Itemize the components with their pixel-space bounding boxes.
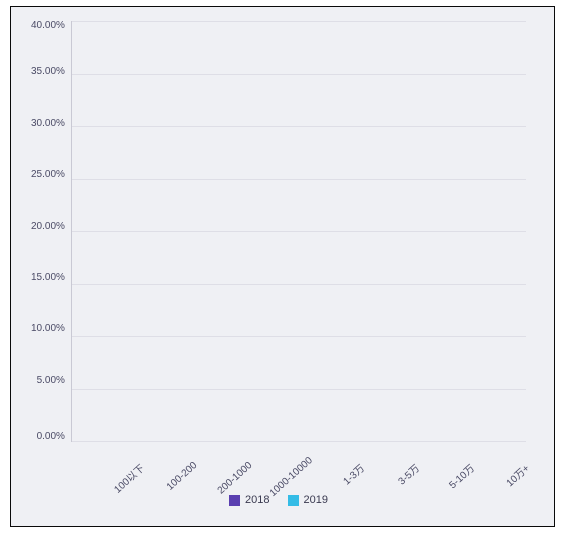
y-tick-label: 30.00% bbox=[31, 119, 65, 129]
y-tick-label: 5.00% bbox=[37, 376, 65, 386]
x-tick-label: 100-200 bbox=[158, 460, 219, 521]
plot-area-wrapper: 40.00% 35.00% 30.00% 25.00% 20.00% 15.00% 10.0… bbox=[31, 21, 526, 442]
x-tick-label: 1-3万 bbox=[323, 460, 384, 521]
x-tick-label: 5-10万 bbox=[433, 460, 494, 521]
y-tick-label: 25.00% bbox=[31, 170, 65, 180]
y-tick-label: 40.00% bbox=[31, 21, 65, 31]
plot-area bbox=[71, 21, 526, 442]
y-tick-label: 35.00% bbox=[31, 67, 65, 77]
y-axis: 40.00% 35.00% 30.00% 25.00% 20.00% 15.00% 10.0… bbox=[31, 21, 65, 442]
x-tick-label: 1000-10000 bbox=[268, 460, 329, 521]
x-tick-label: 200-1000 bbox=[213, 460, 274, 521]
outer-page: 40.00% 35.00% 30.00% 25.00% 20.00% 15.00% 10.0… bbox=[0, 0, 565, 533]
y-tick-label: 0.00% bbox=[37, 432, 65, 442]
y-tick-label: 15.00% bbox=[31, 273, 65, 283]
grid-line bbox=[72, 441, 526, 442]
x-axis: 100以下100-200200-10001000-100001-3万3-5万5-… bbox=[31, 442, 526, 500]
y-tick-label: 20.00% bbox=[31, 222, 65, 232]
x-tick-label: 10万+ bbox=[487, 460, 548, 521]
x-tick-label: 100以下 bbox=[103, 460, 164, 521]
bar-groups bbox=[72, 21, 526, 441]
chart-frame: 40.00% 35.00% 30.00% 25.00% 20.00% 15.00% 10.0… bbox=[10, 6, 555, 527]
y-tick-label: 10.00% bbox=[31, 324, 65, 334]
x-tick-label: 3-5万 bbox=[378, 460, 439, 521]
